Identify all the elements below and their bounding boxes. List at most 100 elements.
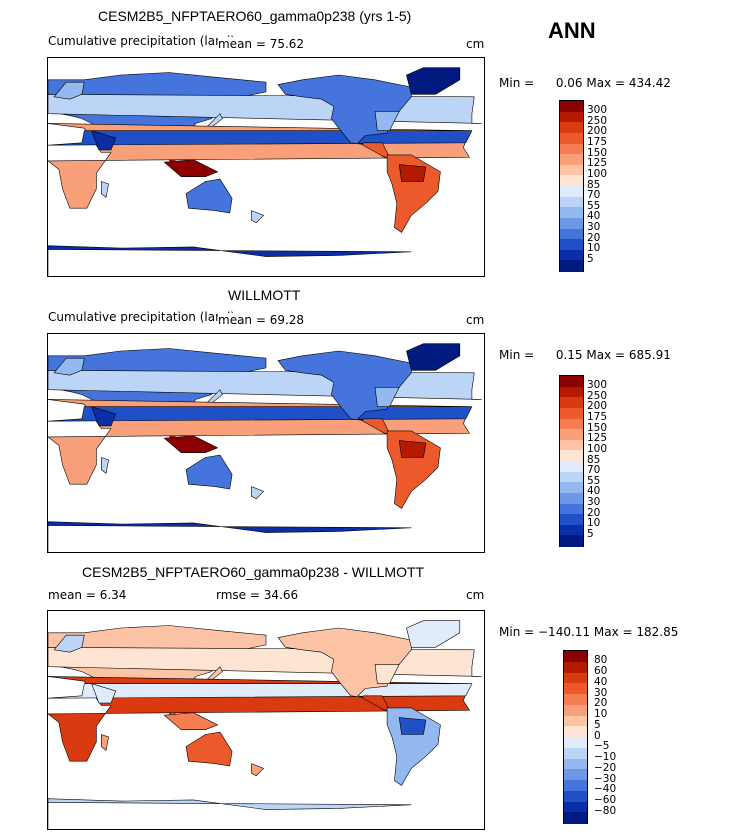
colorbar-swatch [564, 737, 587, 749]
colorbar-swatch [560, 535, 583, 547]
panel2-max-value: 685.91 [628, 348, 671, 362]
land-region-nz [251, 763, 265, 777]
land-region-greenland [406, 620, 461, 648]
panel3-map [47, 610, 485, 830]
land-region-indonesia [163, 159, 219, 177]
colorbar-swatch [560, 207, 583, 219]
panel2-map [47, 333, 485, 553]
colorbar-swatch [560, 376, 583, 388]
season-label: ANN [548, 18, 596, 43]
colorbar-swatch [564, 694, 587, 706]
land-region-us-east [374, 110, 400, 131]
land-region-antarctica [48, 798, 412, 829]
panel2-stat-label: mean = 69.28 [218, 313, 305, 327]
colorbar-label: 175 [587, 411, 608, 423]
colorbar-swatch [560, 450, 583, 462]
colorbar-label: −20 [594, 761, 617, 774]
colorbar-label: 10 [587, 242, 601, 255]
colorbar-label: 5 [594, 718, 601, 731]
colorbar-label: 40 [587, 485, 601, 498]
colorbar-label: 10 [594, 708, 608, 720]
colorbar-label: −10 [594, 751, 617, 763]
colorbar-label: −5 [594, 740, 610, 753]
colorbar-swatch [560, 503, 583, 515]
panel2-min-label: Min = [499, 348, 535, 362]
colorbar-swatch [560, 132, 583, 144]
colorbar-swatch [560, 524, 583, 536]
colorbar-label: 100 [587, 442, 608, 455]
panel3-max-value: 182.85 [636, 625, 679, 639]
land-region-arabia [91, 683, 117, 704]
colorbar-swatch [560, 471, 583, 483]
panel2-title: WILLMOTT [228, 287, 301, 303]
panel1-left-label: Cumulative precipitation (land) [48, 34, 235, 48]
colorbar-label: 85 [587, 453, 601, 466]
colorbar-swatch [564, 790, 587, 802]
panel2-colorbar [559, 375, 584, 547]
colorbar-swatch [560, 418, 583, 430]
colorbar-label: 200 [587, 400, 608, 413]
panel2-units: cm [466, 313, 485, 327]
colorbar-swatch [564, 780, 587, 792]
colorbar-label: 55 [587, 199, 601, 212]
colorbar-label: 70 [587, 189, 601, 202]
panel1-min-value: 0.06 [555, 76, 583, 90]
panel3-left-label: mean = 6.34 [48, 588, 127, 602]
panel3-map-canvas [48, 620, 482, 829]
land-region-amazon [398, 440, 427, 458]
land-region-amazon [398, 717, 427, 735]
colorbar-swatch [560, 439, 583, 451]
colorbar-label: −60 [594, 794, 617, 806]
colorbar-label: 20 [587, 231, 601, 244]
colorbar-label: 20 [587, 506, 601, 519]
colorbar-swatch [560, 429, 583, 441]
panel3-minmax: Min = −140.11 Max = 182.85 [499, 625, 678, 639]
panel3-min-label: Min = [499, 625, 535, 639]
panel1-colorbar [559, 100, 584, 272]
colorbar-swatch [560, 492, 583, 504]
colorbar-swatch [564, 661, 587, 673]
colorbar-swatch [560, 260, 583, 272]
land-region-scandinavia [53, 357, 85, 376]
land-region-australia [185, 454, 233, 490]
colorbar-label: −30 [594, 772, 617, 785]
panel2-left-label: Cumulative precipitation (land) [48, 310, 235, 324]
land-region-scandinavia [53, 81, 85, 100]
land-region-greenland [406, 67, 461, 95]
panel1-max-value: 434.42 [628, 76, 671, 90]
panel3-colorbar [563, 650, 588, 824]
colorbar-swatch [564, 704, 587, 716]
panel1-map [47, 57, 485, 277]
colorbar-label: 40 [587, 210, 601, 223]
panel3-units: cm [466, 588, 485, 602]
colorbar-swatch [560, 186, 583, 198]
land-region-antarctica [48, 245, 412, 276]
colorbar-swatch [560, 482, 583, 494]
colorbar-swatch [564, 812, 587, 824]
colorbar-swatch [560, 111, 583, 123]
panel3-max-label: Max = [593, 625, 633, 639]
colorbar-label: 5 [587, 252, 594, 265]
panel3-title: CESM2B5_NFPTAERO60_gamma0p238 - WILLMOTT [82, 564, 425, 580]
land-region-arabia [91, 130, 117, 151]
colorbar-label: 40 [594, 675, 608, 688]
colorbar-label: 60 [594, 665, 608, 677]
colorbar-swatch [560, 461, 583, 473]
land-region-amazon [398, 164, 427, 182]
colorbar-swatch [560, 175, 583, 187]
panel2-min-value: 0.15 [555, 348, 583, 362]
colorbar-swatch [560, 101, 583, 113]
panel3-min-value: −140.11 [538, 625, 591, 639]
colorbar-swatch [560, 122, 583, 134]
colorbar-label: 10 [587, 517, 601, 530]
colorbar-swatch [564, 651, 587, 663]
colorbar-label: 30 [587, 221, 601, 233]
colorbar-swatch [560, 514, 583, 526]
panel1-max-label: Max = [586, 76, 626, 90]
colorbar-swatch [560, 386, 583, 398]
colorbar-swatch [560, 164, 583, 176]
land-region-indonesia [163, 435, 219, 453]
panel1-stat-label: mean = 75.62 [218, 37, 305, 51]
colorbar-label: 175 [587, 136, 608, 148]
panel2-minmax: Min = 0.15 Max = 685.91 [499, 348, 671, 362]
